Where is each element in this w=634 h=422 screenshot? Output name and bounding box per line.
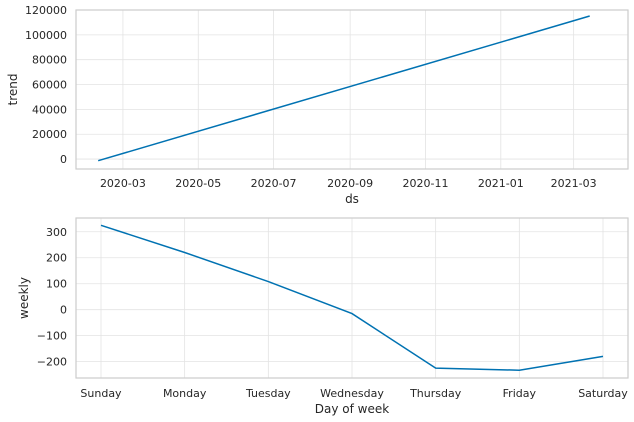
y-tick-label: 120000 xyxy=(25,4,67,17)
weekly-series-line xyxy=(100,224,604,371)
x-tick-label: Wednesday xyxy=(320,387,384,400)
y-tick-label: 60000 xyxy=(32,79,67,92)
trend-panel: 0 20000 40000 60000 80000 100000 120000 2020-03… xyxy=(6,4,629,206)
weekly-panel: 300 200 100 0 −100 −200 Sunday Monday Tuesday Wed… xyxy=(17,217,629,416)
x-tick-label: 2020-03 xyxy=(100,177,146,190)
x-tick-label: Sunday xyxy=(80,387,122,400)
x-tick-label: 2020-09 xyxy=(327,177,373,190)
y-tick-label: 40000 xyxy=(32,103,67,116)
x-tick-label: 2021-01 xyxy=(478,177,524,190)
y-axis-label: trend xyxy=(6,74,20,106)
y-tick-label: 300 xyxy=(46,226,67,239)
y-tick-label: 100 xyxy=(46,278,67,291)
y-tick-label: 0 xyxy=(60,153,67,166)
x-tick-label: Saturday xyxy=(578,387,628,400)
y-tick-label: −100 xyxy=(37,330,67,343)
trend-series-line xyxy=(97,15,590,162)
x-axis-label: ds xyxy=(345,192,359,206)
y-tick-label: 80000 xyxy=(32,54,67,67)
y-tick-label: 100000 xyxy=(25,29,67,42)
x-tick-label: Monday xyxy=(163,387,207,400)
x-tick-label: Friday xyxy=(503,387,537,400)
y-axis-label: weekly xyxy=(17,277,31,319)
x-tick-label: 2021-03 xyxy=(551,177,597,190)
x-tick-label: 2020-05 xyxy=(175,177,221,190)
x-tick-label: 2020-07 xyxy=(251,177,297,190)
y-tick-label: 0 xyxy=(60,304,67,317)
x-tick-label: Tuesday xyxy=(245,387,291,400)
x-axis-label: Day of week xyxy=(315,402,389,416)
y-tick-label: 20000 xyxy=(32,128,67,141)
y-tick-label: 200 xyxy=(46,252,67,265)
x-tick-label: 2020-11 xyxy=(402,177,448,190)
y-tick-label: −200 xyxy=(37,356,67,369)
x-tick-label: Thursday xyxy=(409,387,462,400)
plot-frame xyxy=(75,217,629,379)
plot-frame xyxy=(75,9,629,170)
